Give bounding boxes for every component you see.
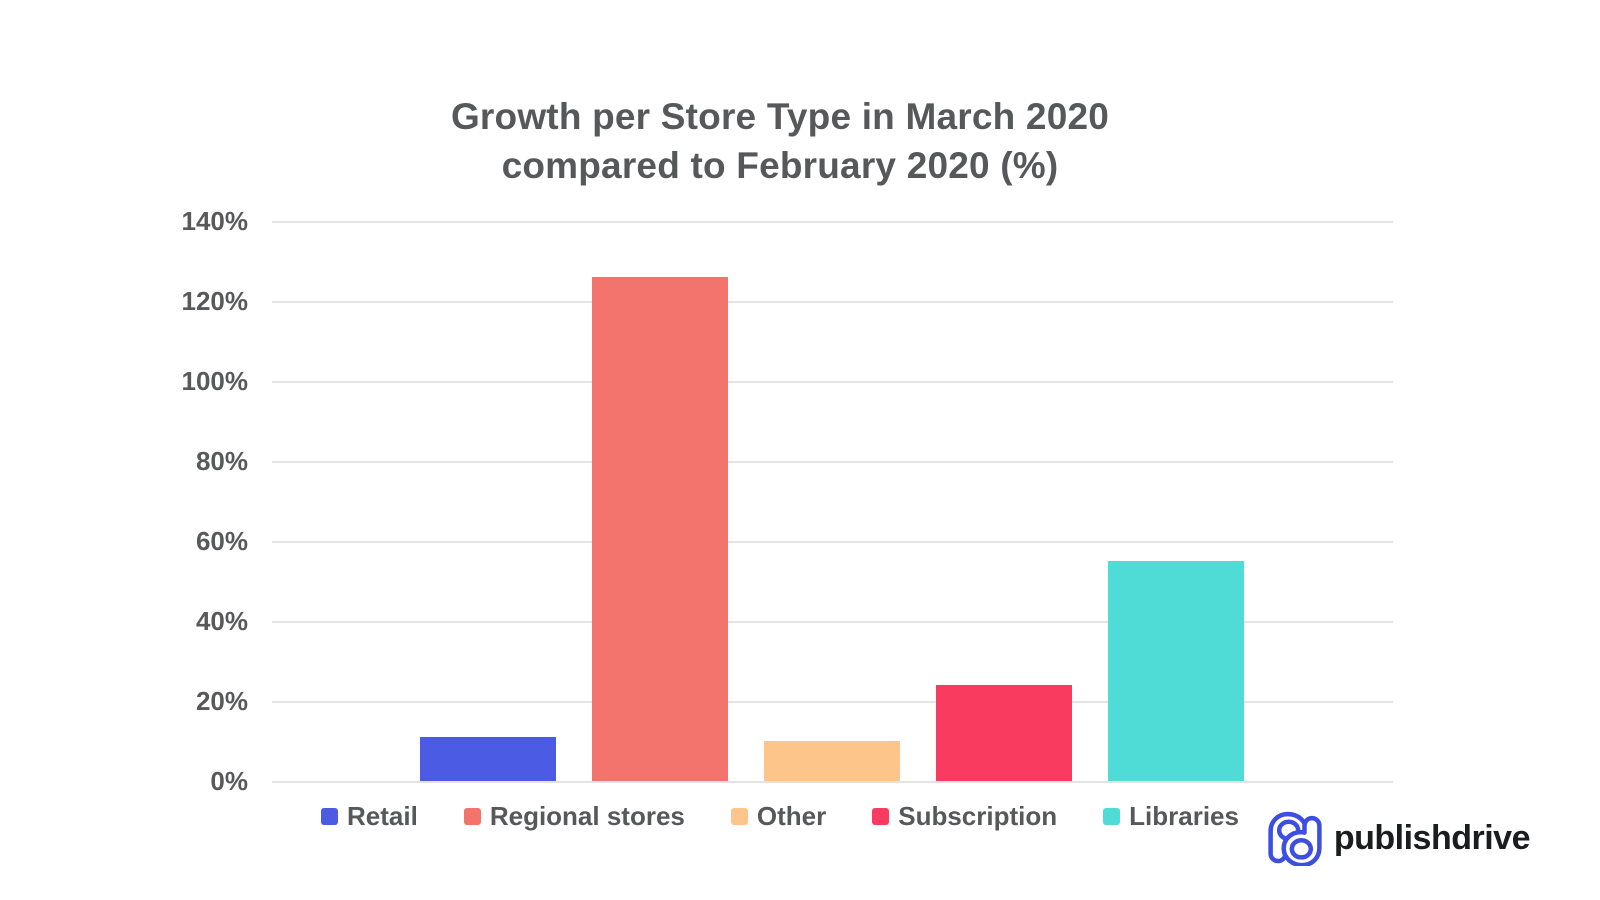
ytick-label-60: 60% xyxy=(195,526,248,556)
legend-item-other: Other xyxy=(730,801,827,832)
legend-label: Subscription xyxy=(898,801,1058,831)
legend-label: Libraries xyxy=(1129,801,1239,831)
legend-swatch-icon xyxy=(1103,808,1121,825)
legend-label: Other xyxy=(756,801,827,831)
bar-subscription xyxy=(936,685,1072,781)
bar-other xyxy=(764,741,900,781)
publishdrive-logo: publishdrive xyxy=(1266,810,1531,866)
ytick-label-100: 100% xyxy=(181,366,249,396)
chart-legend: Retail Regional stores Other Subscription Li… xyxy=(0,801,1560,832)
legend-item-regional-stores: Regional stores xyxy=(463,801,685,832)
publishdrive-monogram-icon xyxy=(1268,811,1322,866)
legend-swatch-icon xyxy=(463,808,481,825)
gridline-0 xyxy=(272,781,1393,783)
plot-area xyxy=(272,221,1393,783)
gridline-140 xyxy=(272,221,1393,223)
legend-item-libraries: Libraries xyxy=(1103,801,1239,832)
gridline-80 xyxy=(272,461,1393,463)
legend-item-retail: Retail xyxy=(321,801,418,832)
legend-item-subscription: Subscription xyxy=(872,801,1057,832)
legend-label: Regional stores xyxy=(489,801,685,831)
bar-regional-stores xyxy=(592,277,728,781)
gridline-120 xyxy=(272,301,1393,303)
legend-label: Retail xyxy=(347,801,418,831)
gridline-100 xyxy=(272,381,1393,383)
ytick-label-20: 20% xyxy=(195,686,248,716)
gridline-40 xyxy=(272,621,1393,623)
bar-retail xyxy=(420,737,556,781)
gridline-60 xyxy=(272,541,1393,543)
legend-swatch-icon xyxy=(730,808,748,825)
legend-swatch-icon xyxy=(321,808,339,825)
bar-libraries xyxy=(1108,561,1244,781)
chart-title-line2: compared to February 2020 (%) xyxy=(501,145,1059,186)
gridline-20 xyxy=(272,701,1393,703)
legend-swatch-icon xyxy=(872,808,890,825)
logo-wordmark: publishdrive xyxy=(1333,818,1531,857)
ytick-label-80: 80% xyxy=(195,446,248,476)
ytick-label-140: 140% xyxy=(181,206,249,236)
ytick-label-0: 0% xyxy=(210,766,248,796)
chart-title-line1: Growth per Store Type in March 2020 xyxy=(450,96,1110,137)
ytick-label-120: 120% xyxy=(181,286,249,316)
ytick-label-40: 40% xyxy=(195,606,248,636)
chart-title: Growth per Store Type in March 2020 comp… xyxy=(0,92,1560,190)
